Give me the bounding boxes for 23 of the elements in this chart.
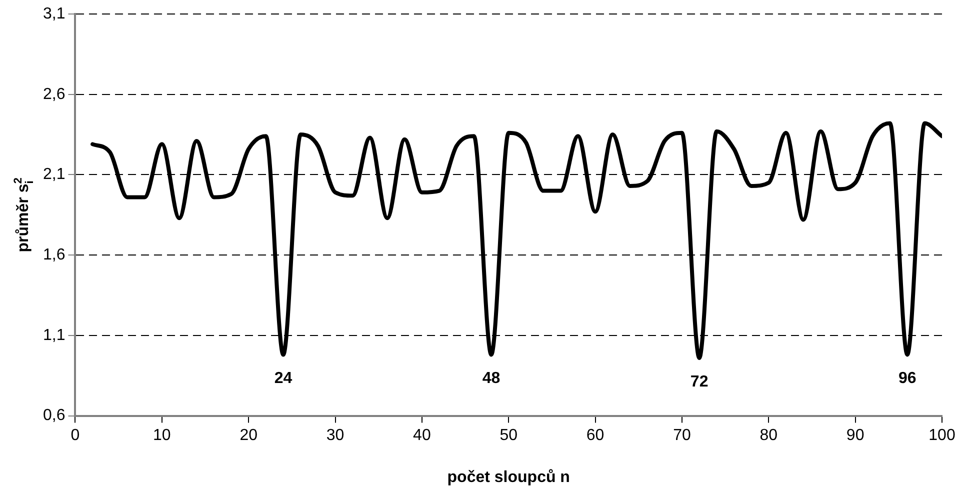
x-tick-label: 90 [846,426,864,444]
x-tick-label: 80 [760,426,778,444]
y-axis-title: průměr si2 [12,178,36,252]
annotation: 96 [898,370,916,388]
x-tick-label: 20 [240,426,258,444]
x-tick-label: 100 [928,426,956,444]
annotation: 24 [274,370,292,388]
y-tick-label: 1,1 [42,326,66,344]
x-tick-label: 70 [673,426,691,444]
y-tick-label: 3,1 [42,5,66,22]
x-tick-label: 0 [70,426,80,444]
x-tick-label: 50 [500,426,518,444]
x-tick-label: 10 [153,426,171,444]
annotation: 72 [690,373,708,390]
x-tick-label: 30 [326,426,344,444]
annotation: 48 [482,370,500,388]
x-axis-title: počet sloupců n [447,469,570,486]
y-tick-label: 1,6 [42,246,66,264]
y-tick-label: 2,1 [42,166,66,184]
y-tick-label: 2,6 [42,86,66,103]
y-tick-label: 0,6 [42,407,66,424]
x-tick-label: 60 [586,426,604,444]
x-tick-label: 40 [413,426,431,444]
